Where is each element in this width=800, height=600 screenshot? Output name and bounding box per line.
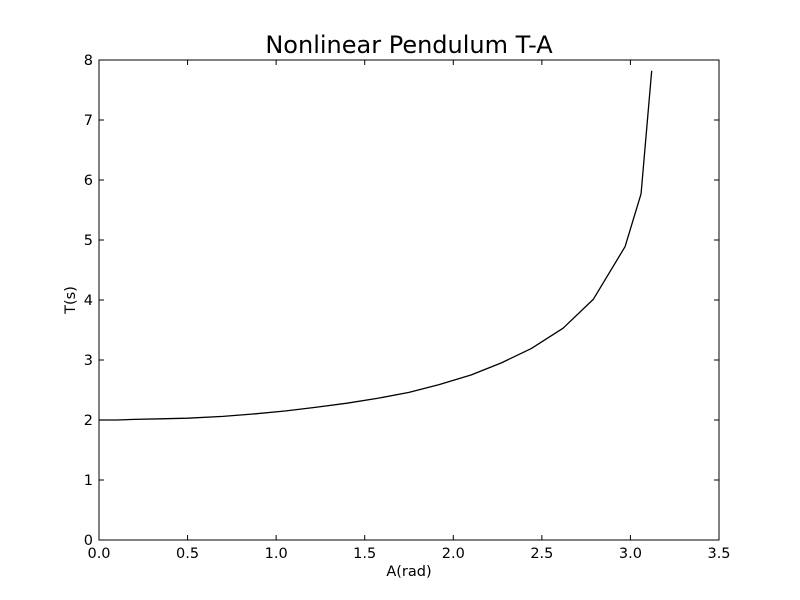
- x-tick-label: 1.0: [265, 546, 288, 562]
- y-tick-label: 7: [84, 113, 93, 129]
- chart-title: Nonlinear Pendulum T-A: [265, 31, 553, 59]
- y-tick-label: 2: [84, 413, 93, 429]
- y-tick-label: 4: [84, 293, 93, 309]
- y-tick-label: 1: [84, 473, 93, 489]
- y-tick-label: 5: [84, 233, 93, 249]
- x-tick-label: 2.5: [530, 546, 553, 562]
- y-tick-label: 6: [84, 173, 93, 189]
- y-tick-label: 3: [84, 353, 93, 369]
- x-tick-label: 2.0: [442, 546, 465, 562]
- y-tick-label: 8: [84, 53, 93, 69]
- x-tick-label: 3.0: [619, 546, 642, 562]
- x-tick-label: 0.5: [176, 546, 199, 562]
- series-line: [99, 70, 653, 421]
- y-tick-label: 0: [84, 533, 93, 549]
- x-tick-label: 3.5: [707, 546, 730, 562]
- x-tick-label: 0.0: [87, 546, 110, 562]
- plot-frame: [98, 59, 720, 541]
- x-tick-label: 1.5: [353, 546, 376, 562]
- y-axis-label: T(s): [63, 286, 79, 315]
- x-axis-label: A(rad): [386, 564, 431, 580]
